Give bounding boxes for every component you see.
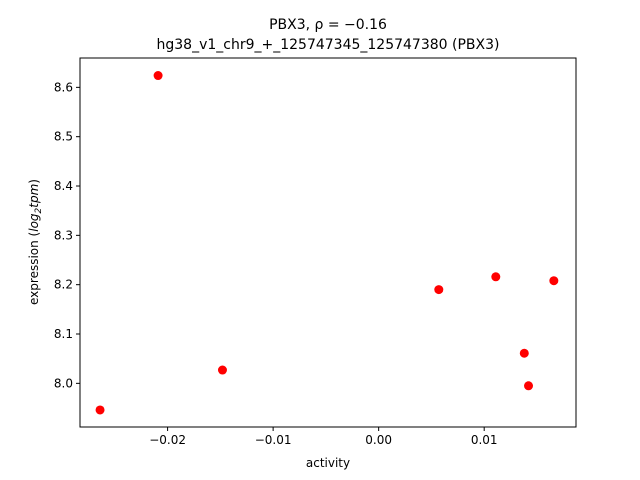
scatter-point-3 — [217, 365, 227, 375]
chart-title-line2: hg38_v1_chr9_+_125747345_125747380 (PBX3… — [157, 37, 500, 53]
scatter-point-1 — [95, 405, 105, 415]
scatter-point-2 — [153, 71, 163, 81]
x-tick-label: 0.01 — [471, 433, 498, 447]
y-tick-label: 8.1 — [54, 327, 73, 341]
y-tick-label: 8.5 — [54, 130, 73, 144]
scatter-point-4 — [434, 285, 444, 295]
y-tick-label: 8.2 — [54, 278, 73, 292]
x-axis-ticks: −0.02 −0.01 0.00 0.01 — [149, 427, 498, 447]
scatter-point-8 — [549, 276, 559, 286]
x-tick-label: 0.00 — [365, 433, 392, 447]
x-axis-label: activity — [306, 456, 350, 470]
plot-frame — [79, 57, 577, 428]
scatter-points — [95, 71, 559, 415]
y-tick-label: 8.6 — [54, 80, 73, 94]
x-tick-label: −0.01 — [255, 433, 292, 447]
chart-title-line1: PBX3, ρ = −0.16 — [269, 17, 387, 33]
scatter-point-6 — [519, 348, 529, 358]
scatter-point-7 — [524, 381, 534, 391]
y-axis-label: expression (log2tpm) — [27, 179, 44, 305]
x-tick-label: −0.02 — [149, 433, 186, 447]
y-tick-label: 8.3 — [54, 228, 73, 242]
plot-area — [80, 58, 576, 427]
y-tick-label: 8.4 — [54, 179, 73, 193]
y-tick-label: 8.0 — [54, 376, 73, 390]
y-axis-ticks: 8.0 8.1 8.2 8.3 8.4 8.5 8.6 — [54, 80, 80, 390]
scatter-point-5 — [491, 272, 501, 282]
